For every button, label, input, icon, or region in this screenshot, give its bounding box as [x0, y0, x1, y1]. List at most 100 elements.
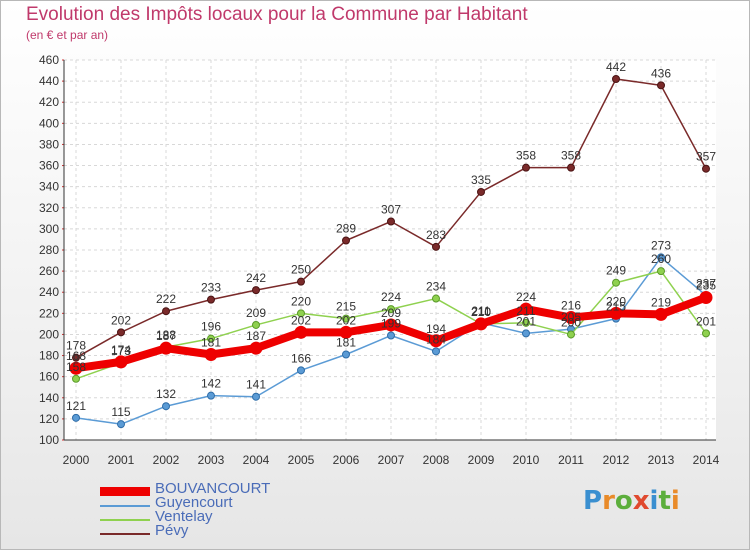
- x-tick-label: 2009: [468, 453, 495, 467]
- data-point: [522, 329, 530, 338]
- data-label: 196: [201, 320, 221, 334]
- y-tick-label: 140: [39, 391, 59, 405]
- legend-label: Pévy: [155, 522, 189, 539]
- data-point: [72, 374, 80, 383]
- data-point: [114, 355, 128, 369]
- logo-letter: P: [583, 486, 603, 516]
- data-label: 201: [516, 314, 536, 328]
- y-tick-label: 340: [39, 180, 59, 194]
- x-tick-label: 2014: [693, 453, 720, 467]
- data-point: [522, 318, 530, 327]
- data-label: 188: [156, 328, 176, 342]
- data-point: [252, 392, 260, 401]
- data-label: 357: [696, 150, 716, 164]
- data-label: 132: [156, 387, 176, 401]
- data-label: 234: [426, 280, 446, 294]
- data-label: 233: [201, 281, 221, 295]
- data-label: 121: [66, 399, 86, 413]
- legend-label: BOUVANCOURT: [155, 480, 271, 497]
- data-label: 335: [471, 173, 491, 187]
- data-point: [387, 305, 395, 314]
- data-point: [252, 286, 260, 295]
- y-tick-label: 100: [39, 433, 59, 447]
- x-tick-label: 2002: [153, 453, 180, 467]
- data-point: [612, 75, 620, 83]
- data-point: [612, 278, 620, 287]
- data-point: [159, 341, 173, 355]
- data-label: 215: [606, 300, 626, 314]
- x-tick-label: 2013: [648, 453, 675, 467]
- data-label: 201: [696, 314, 716, 328]
- data-point: [339, 325, 353, 339]
- data-point: [207, 334, 215, 343]
- data-point: [384, 318, 398, 332]
- data-point: [474, 317, 488, 331]
- data-point: [72, 353, 80, 362]
- data-label: 210: [471, 305, 491, 319]
- data-label: 202: [291, 313, 311, 327]
- data-point: [342, 350, 350, 359]
- data-label: 194: [426, 322, 446, 336]
- y-tick-label: 280: [39, 243, 59, 257]
- y-tick-label: 440: [39, 74, 59, 88]
- proxiti-logo: Proxiti: [583, 486, 680, 516]
- y-tick-label: 300: [39, 222, 59, 236]
- data-label: 249: [606, 264, 626, 278]
- data-label: 200: [561, 315, 581, 329]
- data-label: 181: [201, 336, 221, 350]
- logo-letter: o: [614, 486, 633, 516]
- data-label: 220: [291, 294, 311, 308]
- data-point: [702, 329, 710, 338]
- data-label: 202: [111, 313, 131, 327]
- chart-subtitle: (en € et par an): [26, 28, 109, 42]
- data-label: 142: [201, 377, 221, 391]
- data-label: 205: [561, 310, 581, 324]
- data-label: 242: [246, 271, 266, 285]
- data-label: 166: [291, 351, 311, 365]
- y-tick-label: 460: [39, 53, 59, 67]
- data-point: [657, 81, 665, 90]
- y-tick-label: 200: [39, 327, 59, 341]
- legend-swatch: [100, 519, 150, 521]
- y-tick-label: 420: [39, 95, 59, 109]
- data-label: 173: [111, 344, 131, 358]
- x-tick-label: 2012: [603, 453, 630, 467]
- data-label: 250: [291, 263, 311, 277]
- data-point: [564, 311, 578, 325]
- data-label: 211: [471, 304, 490, 318]
- data-point: [249, 341, 263, 355]
- data-point: [294, 325, 308, 339]
- data-label: 202: [336, 313, 356, 327]
- data-label: 436: [651, 66, 671, 80]
- data-label: 158: [66, 360, 86, 374]
- data-label: 115: [111, 405, 130, 419]
- logo-letter: x: [632, 486, 650, 516]
- data-label: 224: [381, 290, 401, 304]
- x-tick-label: 2004: [243, 453, 270, 467]
- data-label: 187: [246, 329, 266, 343]
- logo-letter: t: [658, 486, 671, 516]
- legend-label: Ventelay: [155, 508, 213, 525]
- data-label: 222: [156, 292, 176, 306]
- data-label: 219: [651, 295, 671, 309]
- data-point: [699, 291, 713, 304]
- data-label: 211: [516, 304, 535, 318]
- y-tick-label: 180: [39, 349, 59, 363]
- data-point: [342, 314, 350, 323]
- data-point: [342, 236, 350, 245]
- data-label: 199: [381, 317, 401, 331]
- x-tick-label: 2005: [288, 453, 315, 467]
- x-tick-label: 2007: [378, 453, 405, 467]
- data-label: 181: [336, 336, 356, 350]
- data-point: [69, 361, 83, 375]
- data-label: 260: [651, 252, 671, 266]
- data-point: [657, 267, 665, 276]
- x-tick-label: 2010: [513, 453, 540, 467]
- legend-swatch: [100, 487, 150, 496]
- y-tick-label: 400: [39, 116, 59, 130]
- data-label: 174: [111, 343, 131, 357]
- data-point: [297, 366, 305, 375]
- data-label: 289: [336, 222, 356, 236]
- data-point: [432, 347, 440, 356]
